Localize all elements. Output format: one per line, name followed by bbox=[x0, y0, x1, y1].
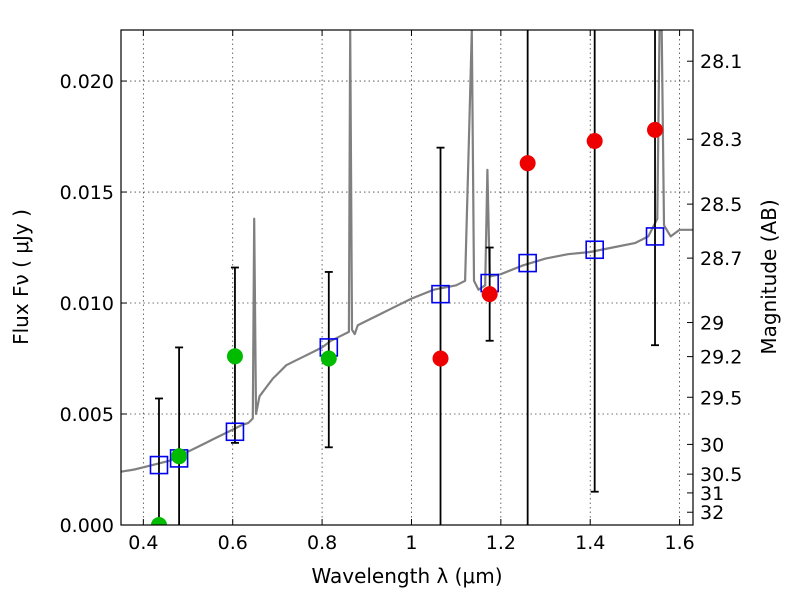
green-point bbox=[150, 517, 167, 525]
model-square bbox=[518, 253, 537, 273]
x-tick-label: 1.6 bbox=[664, 532, 694, 554]
y2-tick-label: 29 bbox=[700, 313, 724, 335]
red-point bbox=[481, 286, 498, 303]
y2-tick-label: 28.1 bbox=[700, 51, 742, 73]
model-square bbox=[585, 240, 604, 260]
x-tick-label: 0.6 bbox=[218, 532, 248, 554]
grid bbox=[121, 30, 693, 526]
x-tick-label: 1.2 bbox=[486, 532, 516, 554]
x-tick-label: 0.8 bbox=[307, 532, 337, 554]
plot-area bbox=[121, 30, 693, 525]
red-point bbox=[432, 350, 449, 367]
y2-tick-label: 28.7 bbox=[700, 248, 742, 270]
green-point bbox=[320, 350, 337, 367]
green-point bbox=[171, 448, 188, 465]
model-square bbox=[225, 422, 245, 442]
model-square bbox=[431, 284, 450, 304]
red-point bbox=[647, 121, 664, 138]
y-tick-label: 0.010 bbox=[60, 293, 114, 315]
y2-tick-label: 32 bbox=[700, 502, 724, 524]
plot-frame bbox=[120, 29, 694, 526]
plot-background bbox=[121, 30, 693, 525]
y2-tick-label: 28.5 bbox=[700, 194, 742, 216]
model-square bbox=[149, 455, 169, 475]
y-tick-label: 0.005 bbox=[60, 404, 114, 426]
x-tick-label: 0.4 bbox=[128, 532, 158, 554]
y-tick-label: 0.015 bbox=[60, 182, 114, 204]
green-point bbox=[226, 348, 243, 365]
y2-tick-label: 30 bbox=[700, 434, 724, 456]
x-axis-title: Wavelength λ (μm) bbox=[311, 564, 502, 588]
y2-tick-label: 29.5 bbox=[700, 387, 742, 409]
ticks: 0.4 0.6 0.8 1 1.2 1.4 1.6 0.000 0.005 0.010 0.015 0… bbox=[60, 30, 742, 554]
y2-axis-title: Magnitude (AB) bbox=[757, 199, 781, 354]
y2-tick-label: 31 bbox=[700, 483, 724, 505]
y-tick-label: 0.000 bbox=[60, 515, 114, 537]
y2-tick-label: 29.2 bbox=[700, 347, 742, 369]
model-square bbox=[645, 227, 665, 246]
red-point bbox=[586, 132, 603, 149]
y2-tick-label: 28.3 bbox=[700, 129, 742, 151]
red-point bbox=[519, 155, 536, 172]
x-tick-label: 1.4 bbox=[575, 532, 605, 554]
x-tick-label: 1 bbox=[405, 532, 417, 554]
y2-tick-label: 30.5 bbox=[700, 464, 742, 486]
y-tick-label: 0.020 bbox=[60, 71, 114, 93]
y-axis-title: Flux Fν ( μJy ) bbox=[9, 209, 33, 345]
